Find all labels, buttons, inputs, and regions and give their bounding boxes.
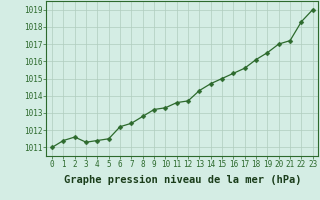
X-axis label: Graphe pression niveau de la mer (hPa): Graphe pression niveau de la mer (hPa): [64, 175, 301, 185]
